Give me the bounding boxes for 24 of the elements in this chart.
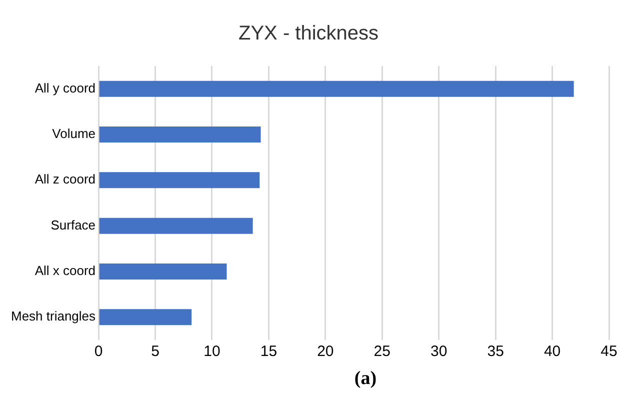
x-tick-label: 35 bbox=[487, 343, 504, 360]
bar bbox=[99, 126, 261, 142]
x-tick-label: 20 bbox=[317, 343, 334, 360]
x-tick-label: 0 bbox=[94, 343, 103, 360]
text: (a) bbox=[353, 368, 378, 390]
x-tick-label: 40 bbox=[544, 343, 561, 360]
y-tick-label: Mesh triangles bbox=[10, 308, 96, 324]
y-tick-label: All y coord bbox=[34, 80, 96, 96]
bar bbox=[99, 264, 227, 280]
y-tick-label: Surface bbox=[50, 217, 96, 232]
y-tick-label: All z coord bbox=[34, 172, 96, 187]
x-tick-label: 15 bbox=[260, 343, 278, 360]
y-tick-label: Volume bbox=[52, 126, 96, 142]
bar bbox=[99, 218, 253, 234]
chart-title: ZYX - thickness bbox=[238, 22, 379, 45]
x-tick-label: 45 bbox=[600, 343, 618, 360]
x-tick-label: 10 bbox=[204, 343, 220, 360]
bar bbox=[99, 309, 192, 326]
bar bbox=[99, 80, 574, 97]
x-tick-label: 30 bbox=[430, 343, 448, 360]
bar bbox=[99, 172, 260, 188]
y-tick-label: All x coord bbox=[34, 263, 96, 278]
x-tick-label: 5 bbox=[151, 343, 160, 360]
x-tick-label: 25 bbox=[374, 343, 390, 360]
